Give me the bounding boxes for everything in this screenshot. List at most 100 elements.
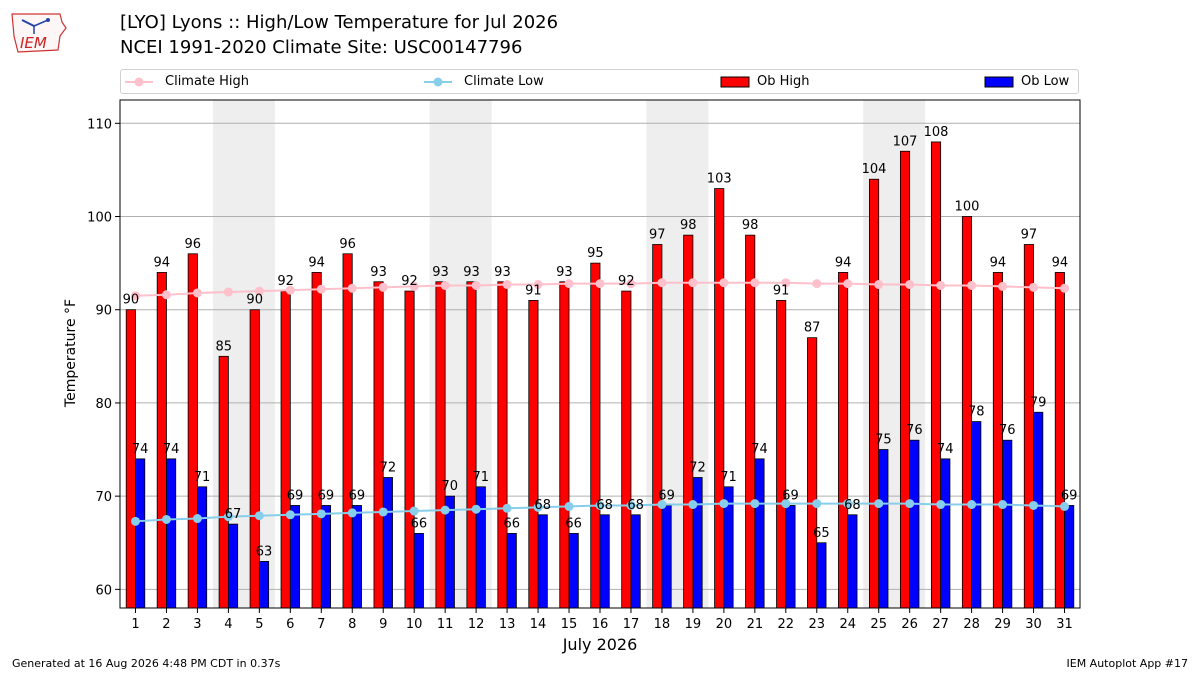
ob-high-bar bbox=[156, 272, 167, 609]
ob-high-label: 87 bbox=[804, 321, 821, 336]
ob-low-label: 69 bbox=[349, 488, 366, 503]
climate-low-point bbox=[564, 501, 574, 511]
x-tick-label: 2 bbox=[162, 617, 170, 632]
ob-high-bar bbox=[528, 300, 539, 609]
x-tick-label: 1 bbox=[131, 617, 139, 632]
climate-high-point bbox=[812, 279, 822, 289]
ob-high-label: 97 bbox=[649, 227, 666, 242]
ob-low-bar bbox=[971, 421, 982, 609]
x-tick-label: 9 bbox=[379, 617, 387, 632]
x-tick-label: 3 bbox=[193, 617, 201, 632]
ob-low-label: 74 bbox=[163, 442, 180, 457]
ob-low-label: 72 bbox=[380, 461, 397, 476]
climate-high-point bbox=[347, 283, 357, 293]
ob-high-bar bbox=[869, 178, 880, 609]
climate-low-point bbox=[781, 499, 791, 509]
ob-low-label: 74 bbox=[937, 442, 954, 457]
ob-high-bar bbox=[1054, 272, 1065, 609]
x-tick-label: 21 bbox=[747, 617, 764, 632]
ob-low-bar bbox=[692, 477, 703, 609]
ob-high-label: 104 bbox=[862, 162, 887, 177]
ob-low-label: 70 bbox=[442, 479, 459, 494]
climate-low-point bbox=[626, 500, 636, 510]
climate-high-point bbox=[378, 282, 388, 292]
ob-low-label: 71 bbox=[473, 470, 490, 485]
ob-low-label: 72 bbox=[689, 461, 706, 476]
x-tick-label: 30 bbox=[1025, 617, 1042, 632]
x-tick-label: 8 bbox=[348, 617, 356, 632]
x-tick-label: 23 bbox=[809, 617, 826, 632]
x-tick-label: 28 bbox=[963, 617, 980, 632]
climate-low-point bbox=[657, 500, 667, 510]
y-tick-label: 70 bbox=[95, 490, 112, 505]
ob-high-bar bbox=[249, 309, 260, 609]
x-tick-label: 29 bbox=[994, 617, 1011, 632]
y-tick-label: 90 bbox=[95, 304, 112, 319]
ob-high-label: 93 bbox=[556, 265, 573, 280]
climate-high-point bbox=[719, 278, 729, 288]
climate-high-point bbox=[781, 278, 791, 288]
ob-high-label: 96 bbox=[339, 237, 356, 252]
x-tick-label: 6 bbox=[286, 617, 294, 632]
ob-low-bar bbox=[661, 505, 672, 609]
ob-high-label: 94 bbox=[1052, 255, 1069, 270]
x-tick-label: 25 bbox=[870, 617, 887, 632]
ob-low-label: 63 bbox=[256, 544, 273, 559]
ob-low-bar bbox=[878, 449, 889, 609]
ob-high-bar bbox=[497, 281, 508, 609]
ob-low-label: 66 bbox=[503, 516, 520, 531]
ob-high-label: 97 bbox=[1021, 227, 1038, 242]
ob-low-label: 71 bbox=[194, 470, 211, 485]
ob-high-bar bbox=[807, 337, 818, 609]
ob-high-bar bbox=[187, 253, 198, 609]
ob-high-bar bbox=[590, 262, 601, 609]
bars bbox=[125, 141, 1075, 609]
x-tick-label: 10 bbox=[406, 617, 423, 632]
legend-ob-high-label: Ob High bbox=[757, 74, 810, 89]
climate-high-point bbox=[936, 280, 946, 290]
climate-low-point bbox=[316, 509, 326, 519]
climate-high-point bbox=[1060, 283, 1070, 293]
data-labels: 90 74 94 74 96 71 85 67 90 63 92 69 94 69 96 69 93 72 92 66… bbox=[123, 125, 1078, 559]
climate-high-point bbox=[409, 281, 419, 291]
ob-high-bar bbox=[404, 290, 415, 609]
legend-climate-high-label: Climate High bbox=[165, 74, 250, 89]
ob-low-label: 79 bbox=[1030, 395, 1047, 410]
ob-high-bar bbox=[621, 290, 632, 609]
ob-low-bar bbox=[227, 523, 239, 609]
x-tick-label: 7 bbox=[317, 617, 325, 632]
climate-low-point bbox=[750, 499, 760, 509]
climate-low-point bbox=[409, 506, 419, 516]
climate-low-point bbox=[161, 514, 171, 524]
ob-low-bar bbox=[940, 458, 951, 609]
ob-high-bar bbox=[930, 141, 942, 609]
ob-low-bar bbox=[754, 458, 765, 609]
ob-low-bar bbox=[135, 458, 146, 609]
ob-low-bar bbox=[816, 542, 827, 609]
ob-low-label: 69 bbox=[658, 488, 675, 503]
ob-low-bar bbox=[413, 533, 424, 609]
climate-low-point bbox=[223, 512, 233, 522]
climate-high-point bbox=[161, 290, 171, 300]
ob-low-label: 69 bbox=[287, 488, 304, 503]
ob-high-label: 90 bbox=[123, 293, 140, 308]
y-tick-label: 80 bbox=[95, 397, 112, 412]
ob-high-label: 100 bbox=[955, 200, 980, 215]
climate-high-point bbox=[1029, 282, 1039, 292]
climate-low-point bbox=[533, 502, 543, 512]
ob-low-label: 74 bbox=[751, 442, 768, 457]
ob-low-label: 71 bbox=[720, 470, 737, 485]
legend-climate-low-label: Climate Low bbox=[464, 74, 544, 89]
climate-low-point bbox=[998, 500, 1008, 510]
climate-low-point bbox=[843, 499, 853, 509]
x-tick-label: 4 bbox=[224, 617, 232, 632]
ob-low-bar bbox=[1002, 439, 1013, 609]
climate-low-point bbox=[595, 500, 605, 510]
ob-high-label: 96 bbox=[185, 237, 202, 252]
x-axis-label: July 2026 bbox=[562, 635, 638, 654]
ob-high-bar bbox=[1023, 244, 1034, 609]
y-tick-label: 100 bbox=[87, 211, 112, 226]
x-tick-label: 20 bbox=[716, 617, 733, 632]
ob-low-label: 68 bbox=[844, 498, 861, 513]
